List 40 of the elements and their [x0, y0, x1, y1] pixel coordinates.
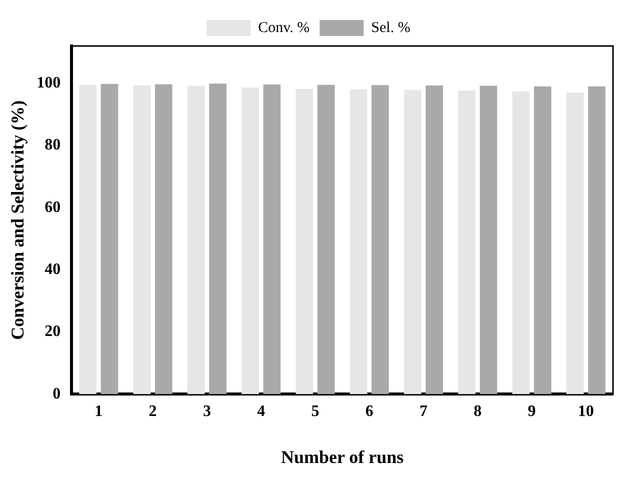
x-tick-label: 1	[94, 402, 103, 420]
bar	[372, 85, 389, 394]
x-tick-label: 3	[202, 402, 211, 420]
bar	[480, 86, 498, 394]
bar	[458, 90, 476, 394]
bar	[350, 90, 368, 394]
bar	[426, 85, 443, 394]
bar	[154, 84, 172, 394]
bar	[512, 91, 530, 394]
bar	[79, 84, 97, 394]
bar	[404, 90, 422, 394]
x-tick-label: 4	[257, 402, 266, 420]
x-tick-label: 5	[311, 402, 320, 420]
y-tick-label: 40	[44, 260, 61, 278]
y-tick-label: 0	[52, 385, 61, 402]
legend-label: Conv. %	[258, 20, 310, 36]
x-tick-label: 6	[365, 402, 374, 420]
bar	[317, 84, 335, 394]
bar	[133, 85, 151, 394]
bar	[534, 86, 552, 394]
y-tick-label: 60	[44, 198, 61, 216]
bar	[588, 86, 606, 394]
bar	[296, 88, 314, 394]
bar	[187, 86, 205, 394]
bar	[209, 84, 226, 394]
bar	[242, 88, 259, 394]
bar	[566, 92, 584, 394]
y-tick-label: 80	[44, 136, 61, 154]
bar	[263, 84, 281, 394]
y-tick-label: 20	[44, 323, 61, 340]
y-tick-label: 100	[36, 74, 61, 92]
y-axis-title: Conversion and Selectivity (%)	[7, 100, 28, 340]
legend-label: Sel. %	[371, 20, 410, 36]
x-axis-title: Number of runs	[280, 446, 404, 467]
x-tick-label: 7	[420, 402, 428, 420]
x-tick-label: 8	[474, 402, 482, 420]
bar	[100, 84, 118, 394]
x-tick-label: 2	[148, 402, 157, 420]
x-tick-label: 9	[528, 402, 536, 420]
x-tick-label: 10	[578, 402, 594, 420]
